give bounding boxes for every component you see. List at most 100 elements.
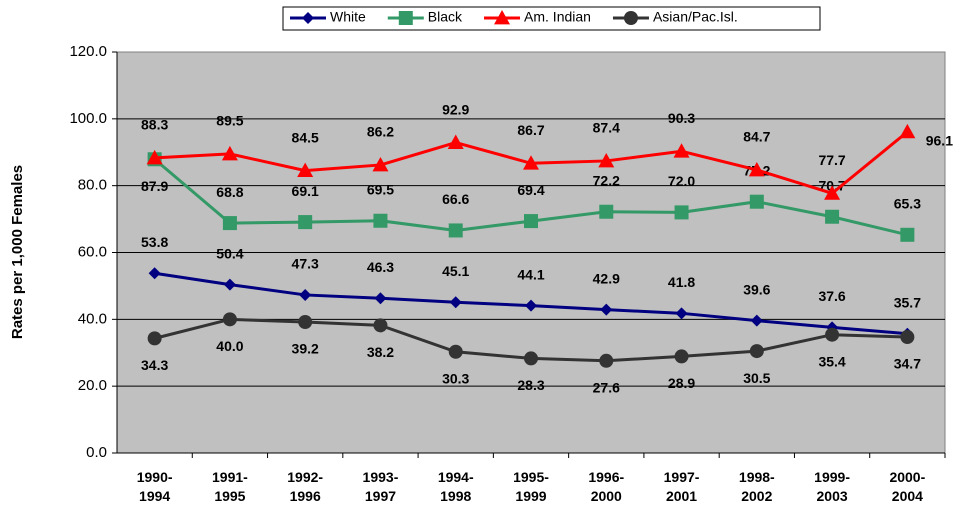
point-marker [750,314,763,327]
data-label: 38.2 [367,344,394,360]
data-label: 50.4 [216,245,243,261]
y-tick-label: 80.0 [78,177,107,194]
data-label: 44.1 [517,266,544,282]
point-marker [448,223,463,238]
point-marker [298,315,313,330]
x-tick-label: 1995-1999 [513,469,549,504]
data-label: 86.2 [367,124,394,140]
point-marker [599,353,614,368]
point-marker [525,299,537,312]
legend-label: Am. Indian [524,9,591,25]
data-label: 34.3 [141,357,168,373]
point-marker [373,213,388,228]
point-marker [299,288,312,301]
point-marker [298,215,313,230]
legend-marker [398,11,413,25]
legend-label: White [330,9,366,25]
x-tick-label: 1996-2000 [588,469,624,504]
data-label: 65.3 [894,195,921,211]
data-label: 53.8 [141,234,168,250]
point-marker [148,267,161,280]
data-label: 69.1 [292,183,319,199]
data-label: 69.5 [367,181,394,197]
data-label: 46.3 [367,259,394,275]
y-tick-label: 100.0 [69,110,107,127]
y-tick-label: 40.0 [78,310,107,327]
data-label: 86.7 [517,122,544,138]
point-marker [675,307,688,320]
point-marker [599,204,614,219]
data-label: 45.1 [442,263,469,279]
data-label: 66.6 [442,191,469,207]
data-label: 89.5 [216,113,243,129]
y-tick-label: 20.0 [78,377,107,394]
point-marker [449,296,462,309]
y-tick-label: 0.0 [86,444,107,461]
legend-marker [494,10,511,25]
point-marker [372,156,389,172]
y-tick-label: 120.0 [69,43,107,60]
x-tick-label: 1999-2003 [814,469,850,504]
data-label: 87.4 [593,120,620,136]
point-marker [900,330,915,345]
point-marker [221,145,238,161]
x-tick-label: 1997-2001 [664,469,700,504]
point-marker [222,312,237,327]
data-label: 39.2 [292,341,319,357]
data-label: 72.0 [668,173,695,189]
point-marker [825,327,840,342]
x-tick-label: 1992-1996 [287,469,323,504]
data-label: 27.6 [593,379,620,395]
data-label: 41.8 [668,274,695,290]
data-label: 30.5 [743,370,770,386]
point-marker [146,149,163,165]
point-marker [524,351,538,366]
point-marker [674,205,689,220]
data-label: 68.8 [216,184,243,200]
y-tick-label: 60.0 [78,243,107,260]
data-label: 35.7 [894,294,921,310]
point-marker [374,292,387,305]
x-tick-label: 1991-1995 [212,469,248,504]
point-marker [448,344,463,359]
data-label: 42.9 [593,270,620,286]
point-marker [297,162,314,178]
x-tick-label: 1990-1994 [137,469,173,504]
data-label: 35.4 [818,353,845,369]
point-marker [600,303,613,316]
data-label: 37.6 [818,288,845,304]
data-label: 40.0 [216,338,243,354]
point-marker [373,318,388,333]
data-label: 92.9 [442,101,469,117]
legend-box [282,6,821,31]
legend-marker [302,12,314,24]
data-label: 34.7 [894,356,921,372]
x-tick-label: 2000-2004 [889,469,925,504]
data-label: 88.3 [141,117,168,133]
legend-label: Black [428,9,463,25]
data-label: 69.4 [517,182,544,198]
point-marker [900,227,915,242]
data-label: 87.9 [141,178,168,194]
legend-label: Asian/Pac.Isl. [653,9,738,25]
point-marker [223,278,236,291]
data-label: 84.5 [292,129,319,145]
point-marker [523,155,539,170]
data-label: 28.9 [668,375,695,391]
data-label: 90.3 [668,110,695,126]
data-label: 77.7 [818,152,845,168]
point-marker [899,123,916,139]
point-marker [825,209,840,224]
x-tick-label: 1993-1997 [363,469,399,504]
y-axis-label: Rates per 1,000 Females [9,165,26,339]
point-marker [824,185,841,200]
point-marker [674,349,689,364]
point-marker [222,216,237,231]
data-label: 30.3 [442,370,469,386]
data-label: 72.2 [593,172,620,188]
data-label: 96.1 [926,133,953,149]
data-label: 28.3 [517,377,544,393]
point-marker [147,331,162,346]
point-marker [447,134,464,149]
